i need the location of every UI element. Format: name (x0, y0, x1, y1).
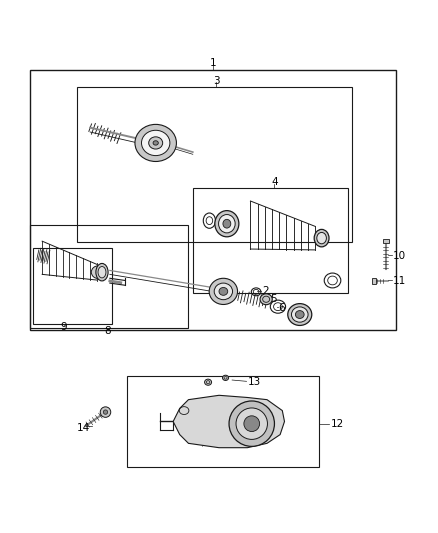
Text: 13: 13 (247, 377, 261, 387)
Ellipse shape (219, 215, 235, 233)
Ellipse shape (291, 307, 308, 322)
Bar (127, 376, 319, 467)
Circle shape (103, 410, 108, 414)
Bar (30, 225, 187, 328)
Ellipse shape (153, 141, 158, 145)
Text: 7: 7 (304, 312, 311, 322)
Bar (372, 278, 376, 284)
Text: 3: 3 (213, 76, 220, 85)
Text: 1: 1 (210, 58, 217, 68)
Circle shape (229, 401, 275, 446)
Ellipse shape (149, 137, 162, 149)
Circle shape (236, 408, 268, 439)
Text: 12: 12 (330, 419, 343, 429)
Text: 11: 11 (393, 276, 406, 286)
Ellipse shape (98, 266, 106, 278)
Ellipse shape (215, 211, 239, 237)
Bar (30, 70, 396, 330)
Bar (383, 239, 389, 244)
Ellipse shape (135, 124, 177, 161)
Text: 2: 2 (262, 286, 268, 295)
Text: 4: 4 (271, 177, 278, 187)
Text: 9: 9 (61, 322, 67, 332)
Circle shape (100, 407, 111, 417)
Ellipse shape (91, 265, 106, 279)
Ellipse shape (317, 232, 326, 244)
Polygon shape (173, 395, 285, 448)
Text: 5: 5 (270, 294, 277, 304)
Ellipse shape (205, 379, 212, 385)
Ellipse shape (96, 263, 108, 281)
Bar (77, 87, 352, 243)
Text: 6: 6 (278, 303, 285, 313)
Ellipse shape (288, 304, 312, 326)
Text: 10: 10 (393, 251, 406, 261)
Ellipse shape (219, 287, 228, 295)
Ellipse shape (223, 220, 231, 228)
Text: 14: 14 (77, 423, 90, 433)
Ellipse shape (260, 294, 272, 305)
Ellipse shape (209, 278, 237, 304)
Ellipse shape (314, 229, 329, 247)
Text: 8: 8 (104, 326, 111, 336)
Ellipse shape (223, 375, 229, 381)
Ellipse shape (214, 283, 233, 300)
Bar (33, 248, 112, 324)
Ellipse shape (141, 130, 170, 156)
Bar (193, 188, 348, 293)
Ellipse shape (295, 311, 304, 318)
Circle shape (244, 416, 260, 432)
